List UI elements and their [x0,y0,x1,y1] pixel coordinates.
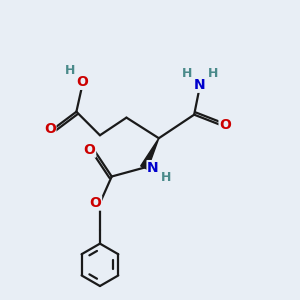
Text: O: O [90,196,101,210]
Text: H: H [65,64,76,77]
Text: H: H [208,67,218,80]
Text: N: N [147,161,159,175]
Text: N: N [194,78,206,92]
Polygon shape [141,138,159,170]
Text: O: O [44,122,56,136]
Text: H: H [161,172,171,184]
Text: O: O [219,118,231,132]
Text: H: H [182,67,192,80]
Text: O: O [76,75,88,89]
Text: O: O [84,143,96,157]
